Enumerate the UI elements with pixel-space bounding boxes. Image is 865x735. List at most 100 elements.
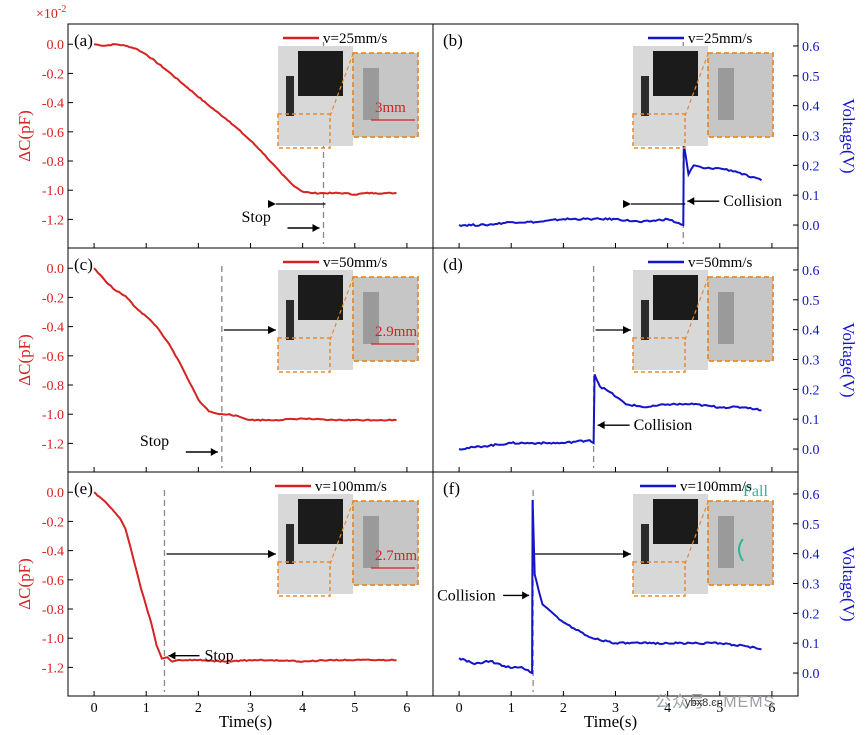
panel-label-d: (d): [443, 255, 463, 274]
inset-photo-e: 2.7mm: [277, 494, 419, 597]
annotation-arrowhead-e: [168, 651, 176, 660]
panel-b: 0.0 0.1 0.2 0.3 0.4 0.5 0.6 Voltage(V) (b) v=25mm…: [443, 31, 858, 248]
annotation-arrowhead-a: [312, 224, 320, 232]
inset-photo-b: [632, 46, 774, 149]
y-tick-label-c: -0.2: [42, 291, 64, 306]
fall-arrow-icon: [738, 538, 744, 562]
y-tick-label-e: -1.0: [42, 632, 64, 647]
y-tick-label-c: -0.6: [42, 350, 64, 365]
dynamic-layer: 0.0 -0.2 -0.4 -0.6 -0.8 -1.0 -1.2 ΔC(pF) (a) v=25…: [15, 4, 858, 731]
gripper-finger: [286, 524, 294, 564]
gripper-body: [298, 275, 343, 320]
annotation-arrowhead-c: [210, 448, 218, 456]
gripper-finger: [641, 300, 649, 340]
y-tick-label-b: 0.4: [802, 100, 820, 115]
inset-gap-label-e: 2.7mm: [375, 548, 417, 564]
y-tick-label-e: -0.2: [42, 515, 64, 530]
y-tick-label-d: 0.0: [802, 443, 820, 458]
block-object: [718, 516, 734, 568]
x-tick-label-e: 6: [403, 701, 410, 716]
y-tick-label-d: 0.6: [802, 264, 820, 279]
left-scale-label: ×10: [36, 7, 58, 22]
y-axis-label-b: Voltage(V): [839, 98, 858, 173]
panel-e: 0.0 -0.2 -0.4 -0.6 -0.8 -1.0 -1.2 ΔC(pF) 0 1 2 3 4 5 6…: [15, 479, 419, 731]
inset-zoom-box: [277, 337, 331, 373]
legend-label-f: v=100mm/s: [680, 479, 752, 495]
y-tick-label-c: -1.2: [42, 437, 64, 452]
gripper-body: [298, 499, 343, 544]
y-tick-label-b: 0.0: [802, 219, 820, 234]
gripper-finger: [286, 76, 294, 116]
gripper-finger: [641, 524, 649, 564]
y-tick-label-f: 0.0: [802, 667, 820, 682]
series-line-b: [458, 144, 763, 228]
inset-photo-d: [632, 270, 774, 373]
series-line-a: [93, 43, 397, 196]
y-tick-label-d: 0.2: [802, 383, 820, 398]
block-object: [718, 292, 734, 344]
block-object: [363, 68, 379, 120]
y-tick-label-b: 0.6: [802, 40, 820, 55]
annotation-e: Stop: [204, 648, 233, 665]
watermark-site: ybx8.cn: [685, 697, 723, 709]
panel-label-c: (c): [74, 255, 93, 274]
x-tick-label-e: 5: [351, 701, 358, 716]
gripper-body: [653, 275, 698, 320]
annotation-arrowhead-b: [687, 197, 695, 206]
watermark: 公众号 · MEMS: [655, 694, 776, 711]
y-tick-label-e: 0.0: [47, 486, 65, 501]
annotation-c: Stop: [140, 433, 169, 450]
y-axis-label-e: ΔC(pF): [15, 558, 34, 610]
inset-detail-box: [707, 276, 774, 362]
legend-label-b: v=25mm/s: [688, 31, 752, 47]
x-axis-label-e: Time(s): [219, 712, 272, 731]
x-axis-label-f: Time(s): [584, 712, 637, 731]
y-tick-label-f: 0.2: [802, 607, 820, 622]
y-axis-label-a: ΔC(pF): [15, 110, 34, 162]
inset-zoom-box: [632, 113, 686, 149]
inset-zoom-box: [277, 113, 331, 149]
y-tick-label-f: 0.5: [802, 518, 820, 533]
y-tick-label-c: 0.0: [47, 262, 65, 277]
inset-pointer-head-e: [268, 550, 276, 558]
x-tick-label-e: 2: [195, 701, 202, 716]
y-tick-label-c: -0.8: [42, 379, 64, 394]
y-tick-label-d: 0.1: [802, 413, 820, 428]
x-tick-label-f: 2: [560, 701, 567, 716]
inset-pointer-head-b: [623, 200, 631, 208]
gripper-finger: [286, 300, 294, 340]
y-tick-label-b: 0.1: [802, 189, 820, 204]
y-tick-label-a: -0.8: [42, 155, 64, 170]
block-object: [363, 516, 379, 568]
legend-label-e: v=100mm/s: [315, 479, 387, 495]
inset-fall-label-f: Fall: [743, 483, 768, 500]
left-scale-exponent: -2: [58, 4, 66, 15]
y-tick-label-a: -0.4: [42, 97, 64, 112]
x-tick-label-f: 6: [768, 701, 775, 716]
panel-label-b: (b): [443, 31, 463, 50]
series-line-d: [458, 374, 762, 451]
y-tick-label-d: 0.3: [802, 353, 820, 368]
y-tick-label-a: -0.2: [42, 67, 64, 82]
x-tick-label-e: 4: [299, 701, 306, 716]
inset-detail-box: [352, 52, 419, 138]
legend-label-d: v=50mm/s: [688, 255, 752, 271]
inset-pointer-head-a: [268, 200, 276, 208]
y-axis-label-f: Voltage(V): [839, 546, 858, 621]
y-tick-label-c: -0.4: [42, 321, 64, 336]
annotation-arrowhead-d: [597, 421, 605, 430]
annotation-f: Collision: [437, 587, 496, 604]
legend-label-c: v=50mm/s: [323, 255, 387, 271]
y-tick-label-b: 0.5: [802, 70, 820, 85]
panel-label-e: (e): [74, 479, 93, 498]
y-tick-label-e: -0.4: [42, 545, 64, 560]
annotation-b: Collision: [723, 193, 782, 210]
inset-gap-label-c: 2.9mm: [375, 324, 417, 340]
x-tick-label-f: 4: [664, 701, 671, 716]
gripper-finger: [641, 76, 649, 116]
y-tick-label-a: -0.6: [42, 126, 64, 141]
legend-label-a: v=25mm/s: [323, 31, 387, 47]
inset-pointer-head-c: [268, 326, 276, 334]
inset-photo-c: 2.9mm: [277, 270, 419, 373]
